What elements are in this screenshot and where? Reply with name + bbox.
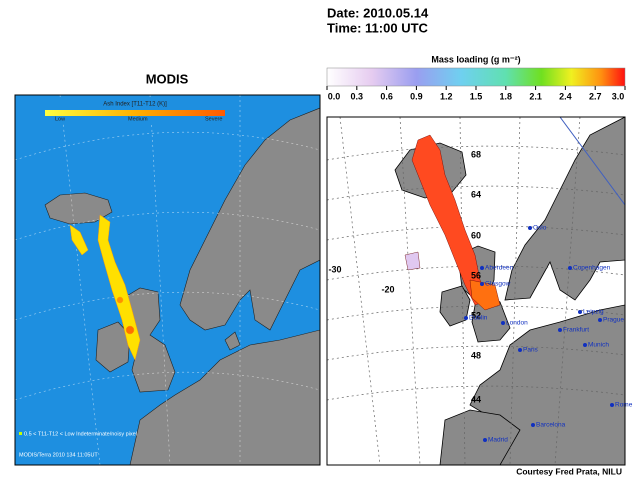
latitude-label: 60	[471, 230, 481, 240]
city-label: Copenhagen	[573, 265, 611, 272]
legend-level: Low	[55, 116, 65, 122]
city-marker	[528, 226, 532, 230]
city-marker	[480, 282, 484, 286]
legend-level: Medium	[128, 116, 148, 122]
city-label: Munich	[588, 342, 609, 349]
city-label: Frankfurt	[563, 327, 589, 334]
city-marker	[531, 423, 535, 427]
colorbar-tick-label: 2.4	[559, 91, 572, 101]
city-marker	[558, 328, 562, 332]
frame	[14, 94, 321, 466]
legend-level: Severe	[205, 116, 222, 122]
city-label: Barcelona	[536, 422, 566, 429]
colorbar	[326, 67, 626, 87]
time: Time: 11:00 UTC	[327, 20, 429, 35]
colorbar-tick-label: 3.0	[612, 91, 625, 101]
colorbar-tick-label: 1.2	[440, 91, 453, 101]
colorbar-tick-label: 0.6	[380, 91, 393, 101]
colorbar-tick-label: 1.5	[470, 91, 483, 101]
credit: Courtesy Fred Prata, NILU	[516, 466, 622, 476]
city-label: Leipzig	[583, 309, 604, 316]
latitude-label: 52	[471, 310, 481, 320]
colorbar-tick-label: 2.1	[529, 91, 542, 101]
city-marker	[568, 266, 572, 270]
city-label: Prague	[603, 317, 624, 324]
panel-title: MODIS	[146, 71, 189, 86]
colorbar-tick-label: 0.0	[328, 91, 341, 101]
city-label: Oslo	[533, 225, 547, 232]
longitude-label: -20	[381, 284, 394, 294]
date: Date: 2010.05.14	[327, 5, 429, 20]
city-label: Madrid	[488, 437, 508, 444]
latitude-label: 68	[471, 149, 481, 159]
city-marker	[578, 310, 582, 314]
city-label: Dublin	[469, 315, 488, 322]
longitude-label: -30	[328, 264, 341, 274]
city-marker	[598, 318, 602, 322]
city-marker	[480, 266, 484, 270]
city-marker	[501, 321, 505, 325]
legend-title: Ash Index [T11-T12 (K)]	[103, 102, 167, 108]
ash-index-bar	[45, 110, 225, 116]
city-label: Rome	[615, 402, 633, 409]
city-label: Aberdeen	[485, 265, 514, 272]
modis-map: Ash Index [T11-T12 (K)] Low Medium Sever…	[15, 95, 320, 465]
city-marker	[583, 343, 587, 347]
colorbar-tick-label: 0.9	[410, 91, 423, 101]
city-marker	[483, 438, 487, 442]
colorbar-tick-label: 1.8	[500, 91, 513, 101]
colorbar-tick-label: 0.3	[351, 91, 364, 101]
footnote: MODIS/Terra 2010 134 11:05UT	[19, 452, 98, 458]
latitude-label: 56	[471, 270, 481, 280]
city-marker	[518, 348, 522, 352]
city-marker	[464, 316, 468, 320]
frame	[326, 116, 626, 466]
colorbar-title: Mass loading (g m⁻²)	[431, 54, 520, 64]
city-label: London	[506, 320, 528, 327]
city-label: Paris	[523, 347, 539, 354]
city-label: Glasgow	[485, 281, 511, 288]
footnote-key: 0.5 < T11-T12 < Low Indeterminate/noisy …	[24, 431, 137, 437]
latitude-label: 44	[471, 394, 481, 404]
colorbar-tick-label: 2.7	[589, 91, 602, 101]
city-marker	[610, 403, 614, 407]
latitude-label: 48	[471, 350, 481, 360]
latitude-label: 64	[471, 189, 481, 199]
model-map	[327, 117, 625, 465]
